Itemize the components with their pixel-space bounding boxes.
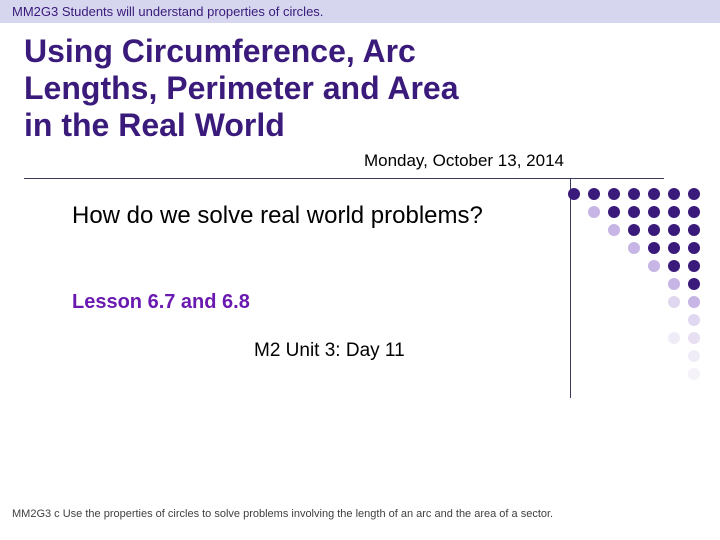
date-row: Monday, October 13, 2014 [24,151,696,171]
decorative-dot [688,296,700,308]
decorative-dot-grid [568,188,700,386]
decorative-dot [648,188,660,200]
decorative-dot [628,206,640,218]
decorative-dot [648,206,660,218]
decorative-dot [648,260,660,272]
decorative-dot [628,188,640,200]
decorative-dot [668,188,680,200]
title-block: Using Circumference, Arc Lengths, Perime… [24,23,494,143]
slide-date: Monday, October 13, 2014 [24,151,564,171]
decorative-dot [608,224,620,236]
decorative-dot [688,224,700,236]
slide-subtitle: How do we solve real world problems? [72,201,492,231]
decorative-dot [668,278,680,290]
decorative-dot [668,224,680,236]
standard-bar: MM2G3 Students will understand propertie… [0,0,720,23]
decorative-dot [688,314,700,326]
decorative-dot [688,368,700,380]
decorative-dot [668,296,680,308]
decorative-dot [628,224,640,236]
decorative-dot [608,188,620,200]
decorative-dot [688,350,700,362]
decorative-dot [688,242,700,254]
decorative-dot [668,260,680,272]
decorative-dot [588,206,600,218]
decorative-dot [668,242,680,254]
decorative-dot [688,278,700,290]
decorative-dot [648,242,660,254]
decorative-dot [608,206,620,218]
decorative-dot [668,332,680,344]
decorative-dot [568,188,580,200]
decorative-dot [648,224,660,236]
decorative-dot [688,206,700,218]
decorative-dot [688,188,700,200]
decorative-dot [688,260,700,272]
slide-title: Using Circumference, Arc Lengths, Perime… [24,33,494,143]
decorative-dot [628,242,640,254]
decorative-dot [668,206,680,218]
footer-standard: MM2G3 c Use the properties of circles to… [12,508,708,520]
horizontal-divider [24,178,664,179]
decorative-dot [588,188,600,200]
decorative-dot [688,332,700,344]
